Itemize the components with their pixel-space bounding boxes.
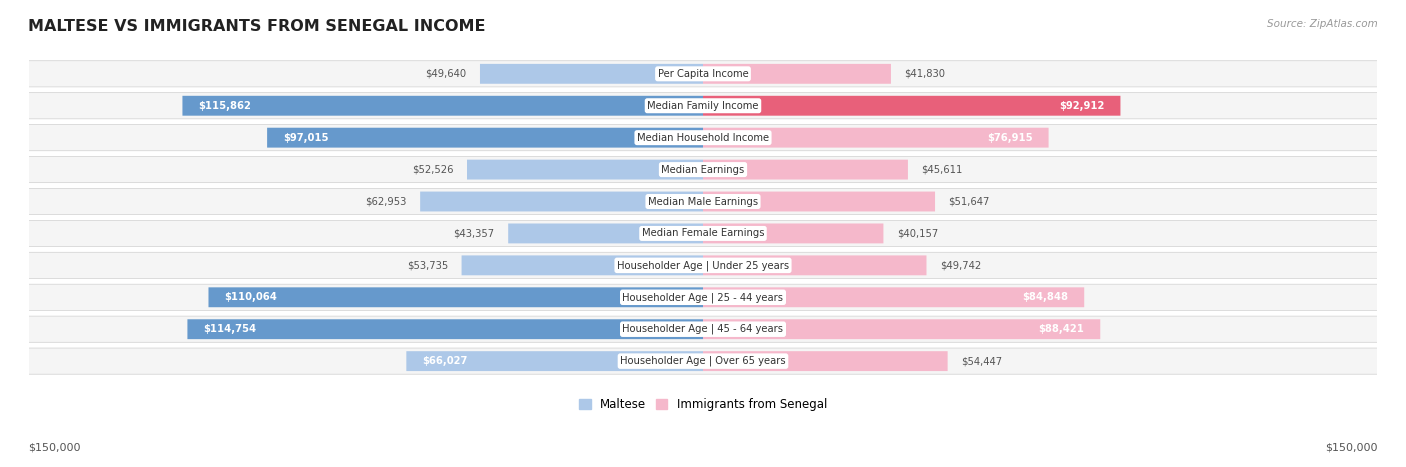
Text: $110,064: $110,064	[224, 292, 277, 302]
FancyBboxPatch shape	[703, 191, 935, 212]
Text: Median Household Income: Median Household Income	[637, 133, 769, 142]
Text: $92,912: $92,912	[1059, 101, 1105, 111]
Text: $115,862: $115,862	[198, 101, 252, 111]
FancyBboxPatch shape	[267, 127, 703, 148]
Text: $114,754: $114,754	[202, 324, 256, 334]
FancyBboxPatch shape	[703, 319, 1101, 339]
Text: $51,647: $51,647	[949, 197, 990, 206]
Text: MALTESE VS IMMIGRANTS FROM SENEGAL INCOME: MALTESE VS IMMIGRANTS FROM SENEGAL INCOM…	[28, 19, 485, 34]
FancyBboxPatch shape	[183, 96, 703, 116]
FancyBboxPatch shape	[20, 252, 1386, 278]
FancyBboxPatch shape	[406, 351, 703, 371]
Text: Householder Age | 25 - 44 years: Householder Age | 25 - 44 years	[623, 292, 783, 303]
FancyBboxPatch shape	[703, 127, 1049, 148]
FancyBboxPatch shape	[467, 160, 703, 179]
FancyBboxPatch shape	[20, 284, 1386, 311]
FancyBboxPatch shape	[461, 255, 703, 276]
FancyBboxPatch shape	[703, 255, 927, 276]
FancyBboxPatch shape	[703, 287, 1084, 307]
Text: $66,027: $66,027	[422, 356, 467, 366]
FancyBboxPatch shape	[20, 125, 1386, 151]
FancyBboxPatch shape	[208, 287, 703, 307]
Text: Householder Age | Over 65 years: Householder Age | Over 65 years	[620, 356, 786, 367]
Text: $40,157: $40,157	[897, 228, 938, 239]
Text: $52,526: $52,526	[412, 164, 454, 175]
Text: $41,830: $41,830	[904, 69, 945, 79]
Text: Householder Age | Under 25 years: Householder Age | Under 25 years	[617, 260, 789, 270]
FancyBboxPatch shape	[703, 224, 883, 243]
Text: $84,848: $84,848	[1022, 292, 1069, 302]
Text: Householder Age | 45 - 64 years: Householder Age | 45 - 64 years	[623, 324, 783, 334]
FancyBboxPatch shape	[508, 224, 703, 243]
FancyBboxPatch shape	[20, 348, 1386, 374]
Text: Per Capita Income: Per Capita Income	[658, 69, 748, 79]
FancyBboxPatch shape	[20, 92, 1386, 119]
Text: $62,953: $62,953	[366, 197, 406, 206]
FancyBboxPatch shape	[420, 191, 703, 212]
Legend: Maltese, Immigrants from Senegal: Maltese, Immigrants from Senegal	[574, 393, 832, 416]
FancyBboxPatch shape	[20, 188, 1386, 215]
Text: $150,000: $150,000	[1326, 443, 1378, 453]
Text: $43,357: $43,357	[454, 228, 495, 239]
Text: $45,611: $45,611	[921, 164, 963, 175]
Text: $88,421: $88,421	[1039, 324, 1084, 334]
Text: Median Family Income: Median Family Income	[647, 101, 759, 111]
Text: Source: ZipAtlas.com: Source: ZipAtlas.com	[1267, 19, 1378, 28]
FancyBboxPatch shape	[20, 61, 1386, 87]
FancyBboxPatch shape	[20, 316, 1386, 342]
FancyBboxPatch shape	[479, 64, 703, 84]
Text: $76,915: $76,915	[987, 133, 1033, 142]
FancyBboxPatch shape	[187, 319, 703, 339]
Text: $150,000: $150,000	[28, 443, 80, 453]
Text: Median Female Earnings: Median Female Earnings	[641, 228, 765, 239]
FancyBboxPatch shape	[703, 96, 1121, 116]
FancyBboxPatch shape	[20, 156, 1386, 183]
Text: $54,447: $54,447	[962, 356, 1002, 366]
Text: $49,640: $49,640	[426, 69, 467, 79]
Text: Median Male Earnings: Median Male Earnings	[648, 197, 758, 206]
Text: $49,742: $49,742	[941, 261, 981, 270]
Text: Median Earnings: Median Earnings	[661, 164, 745, 175]
FancyBboxPatch shape	[703, 64, 891, 84]
FancyBboxPatch shape	[703, 351, 948, 371]
FancyBboxPatch shape	[703, 160, 908, 179]
Text: $53,735: $53,735	[406, 261, 449, 270]
FancyBboxPatch shape	[20, 220, 1386, 247]
Text: $97,015: $97,015	[283, 133, 329, 142]
